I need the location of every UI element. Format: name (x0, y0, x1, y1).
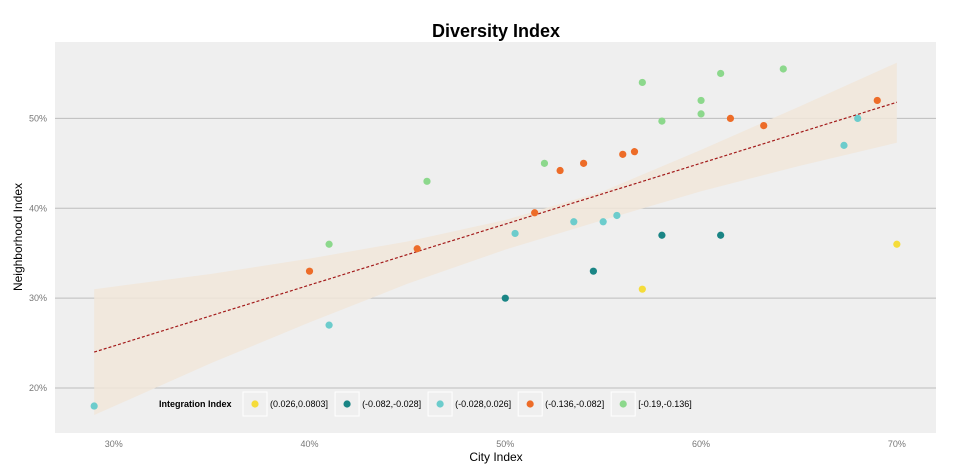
data-point (613, 211, 621, 220)
data-point (540, 159, 549, 167)
data-point (893, 240, 901, 248)
y-tick-label: 40% (29, 203, 47, 213)
legend-key (610, 391, 636, 417)
data-point (854, 114, 862, 123)
legend-item: (-0.082,-0.028] (334, 391, 421, 417)
data-points (90, 65, 901, 410)
legend-label: [-0.19,-0.136] (638, 399, 692, 409)
data-point (531, 209, 539, 217)
data-point (638, 285, 646, 293)
data-point (423, 177, 431, 185)
legend-marker (343, 400, 351, 408)
legend-label: (-0.136,-0.082] (545, 399, 604, 409)
legend-label: (0.026,0.0803] (270, 399, 328, 409)
x-tick-label: 40% (301, 439, 319, 449)
legend-marker (436, 400, 444, 408)
legend-title: Integration Index (159, 399, 232, 409)
x-tick-label: 30% (105, 439, 123, 449)
data-point (873, 96, 881, 105)
data-point (638, 78, 646, 87)
x-tick-label: 70% (888, 439, 906, 449)
data-point (658, 117, 666, 125)
data-point (599, 218, 607, 226)
data-point (717, 69, 725, 78)
data-point (580, 159, 588, 167)
legend-marker (526, 400, 534, 408)
data-point (570, 218, 578, 226)
data-point (325, 240, 333, 248)
x-tick-label: 50% (496, 439, 514, 449)
x-tick-label: 60% (692, 439, 710, 449)
legend-item: (-0.136,-0.082] (517, 391, 604, 417)
data-point (413, 245, 421, 253)
data-point (840, 141, 848, 149)
data-point (305, 267, 314, 275)
data-point (501, 294, 509, 302)
data-point (717, 231, 725, 239)
legend-item: [-0.19,-0.136] (610, 391, 692, 417)
legend: Integration Index (0.026,0.0803] (-0.082,… (159, 391, 692, 417)
legend-item: (0.026,0.0803] (242, 391, 328, 417)
data-point (726, 114, 735, 123)
chart-title: Diversity Index (432, 21, 560, 41)
confidence-band (94, 62, 897, 415)
y-tick-label: 30% (29, 293, 47, 303)
data-point (630, 148, 639, 156)
legend-marker (619, 400, 627, 408)
y-tick-label: 20% (29, 383, 47, 393)
data-point (619, 150, 627, 158)
legend-label: (-0.082,-0.028] (362, 399, 421, 409)
data-point (511, 229, 519, 238)
axis-ticks: 20% 30% 40% 50% 30% 40% 50% 60% 70% (29, 113, 906, 449)
data-point (697, 96, 705, 105)
data-point (325, 321, 333, 329)
data-point (760, 121, 768, 130)
data-point (779, 65, 787, 73)
x-axis-title: City Index (469, 450, 522, 464)
y-axis-title: Neighborhood Index (11, 183, 25, 291)
confidence-band-layer (94, 62, 897, 415)
data-point (90, 402, 98, 410)
data-point (697, 110, 705, 118)
data-point (589, 267, 597, 275)
legend-marker (251, 400, 259, 408)
trend-line-layer (93, 101, 898, 353)
trend-line (93, 101, 898, 353)
data-point (658, 231, 666, 239)
legend-label: (-0.028,0.026] (455, 399, 511, 409)
legend-item: (-0.028,0.026] (427, 391, 511, 417)
data-point (556, 166, 564, 175)
y-tick-label: 50% (29, 113, 47, 123)
